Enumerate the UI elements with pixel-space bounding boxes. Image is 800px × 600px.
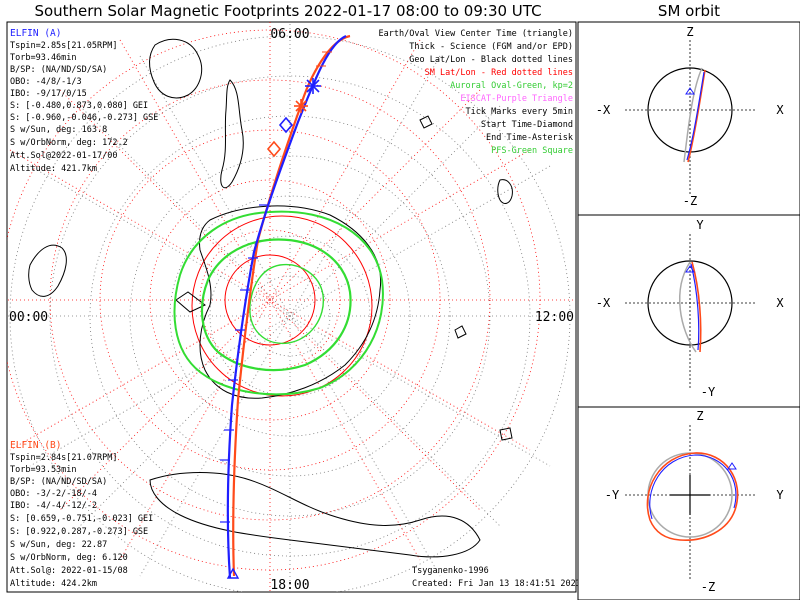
elfin-a-start-diamond: [278, 116, 294, 134]
sm-panel-xy-frame: [577, 214, 800, 408]
legend-entry: SM Lat/Lon - Red dotted lines: [425, 68, 573, 78]
legend: Earth/Oval View Center Time (triangle) T…: [379, 29, 573, 156]
auroral-oval-outer: [173, 210, 384, 396]
elfin-b-line: S w/OrbNorm, deg: 6.120: [10, 553, 128, 563]
created-timestamp: Created: Fri Jan 13 18:41:51 2023: [412, 579, 581, 589]
legend-entry: Auroral Oval-Green, kp=2: [450, 81, 573, 91]
plot-title: Southern Solar Magnetic Footprints 2022-…: [34, 2, 542, 20]
model-credit: Tsyganenko-1996: [412, 566, 489, 576]
elfin-b-line: Att.Sol@: 2022-01-15/08: [10, 566, 128, 576]
sm-pole-circle: [224, 254, 316, 346]
legend-entry: Earth/Oval View Center Time (triangle): [379, 29, 573, 39]
geo-grid: [7, 22, 576, 592]
elfin-a-line: Att.Sol@2022-01-17/00: [10, 151, 117, 161]
legend-entry: Tick Marks every 5min: [466, 107, 573, 117]
elfin-b-line: Torb=93.53min: [10, 465, 77, 475]
elfin-b-track: [232, 34, 351, 577]
elfin-b-line: S w/Sun, deg: 22.87: [10, 540, 107, 550]
legend-entry: Start Time-Diamond: [481, 120, 573, 130]
elfin-b-start-diamond: [266, 140, 282, 158]
sm-latitude-circle: [191, 215, 373, 397]
sm-panel-xy-right: X: [776, 296, 784, 310]
elfin-b-line: Altitude: 424.2km: [10, 579, 97, 589]
elfin-b-line: S: [0.922,0.287,-0.273] GSE: [10, 527, 148, 537]
auroral-oval-inner: [200, 238, 352, 372]
elfin-a-info: ELFIN (A) Tspin=2.85s[21.05RPM] Torb=93.…: [10, 28, 158, 174]
elfin-a-header: ELFIN (A): [10, 28, 61, 39]
legend-entry: PFS-Green Square: [491, 146, 573, 156]
view-center-triangle: [226, 567, 240, 579]
elfin-b-ticks: [316, 51, 332, 67]
elfin-b-line: Tspin=2.84s[21.07RPM]: [10, 453, 117, 463]
elfin-b-line: S: [0.659,-0.751,-0.023] GEI: [10, 514, 153, 524]
sm-panel-xz-bottom: -Z: [683, 194, 697, 208]
elfin-a-end-asterisk: [305, 78, 321, 94]
elfin-a-line: Torb=93.46min: [10, 53, 77, 63]
legend-entry: EISCAT-Purple Triangle: [460, 94, 573, 104]
elfin-b-line: B/SP: (NA/ND/SD/SA): [10, 477, 107, 487]
elfin-b-info: ELFIN (B) Tspin=2.84s[21.07RPM] Torb=93.…: [10, 440, 153, 589]
sm-panel-yz-left: -Y: [605, 488, 620, 502]
sm-panel-yz: Z -Z -Y Y: [605, 409, 785, 594]
sm-panel-xz: Z -Z -X X: [596, 25, 785, 208]
sm-orbit-title: SM orbit: [657, 2, 721, 20]
polar-plot-frame: [6, 21, 577, 593]
sm-grid: [7, 22, 576, 592]
mlt-label-left: 00:00: [9, 310, 48, 325]
elfin-a-line: B/SP: (NA/ND/SD/SA): [10, 65, 107, 75]
elfin-a-line: S w/Sun, deg: 163.8: [10, 125, 107, 135]
elfin-a-line: S: [-0.960,-0.046,-0.273] GSE: [10, 113, 158, 123]
elfin-b-line: OBO: -3/-2/-18/-4: [10, 489, 97, 499]
sm-panel-xz-left: -X: [596, 103, 611, 117]
sm-panel-yz-top: Z: [696, 409, 703, 423]
legend-entry: Geo Lat/Lon - Black dotted lines: [409, 55, 573, 65]
elfin-a-line: Altitude: 421.7km: [10, 164, 97, 174]
polar-plot-content: [7, 22, 576, 592]
sm-panel-xy-left: -X: [596, 296, 611, 310]
sm-panel-xz-top: Z: [686, 25, 693, 39]
mlt-label-bottom: 18:00: [270, 578, 309, 593]
sm-panel-xy: Y -Y -X X: [596, 218, 785, 399]
elfin-a-line: S: [-0.480,0.873,0.080] GEI: [10, 101, 148, 111]
sm-panel-xy-bottom: -Y: [701, 385, 716, 399]
sm-panel-yz-frame: [577, 406, 800, 600]
elfin-a-line: Tspin=2.85s[21.05RPM]: [10, 41, 117, 51]
mlt-label-top: 06:00: [270, 27, 309, 42]
elfin-b-end-asterisk: [294, 99, 308, 113]
legend-entry: Thick - Science (FGM and/or EPD): [409, 42, 573, 52]
sm-panel-xy-top: Y: [696, 218, 704, 232]
auroral-oval-core: [249, 263, 325, 345]
elfin-b-header: ELFIN (B): [10, 440, 61, 451]
elfin-a-line: IBO: -9/17/0/15: [10, 89, 87, 99]
sm-panel-yz-bottom: -Z: [701, 580, 715, 594]
sm-panel-yz-right: Y: [776, 488, 784, 502]
elfin-a-line: S w/OrbNorm, deg: 172.2: [10, 138, 128, 148]
elfin-b-line: IBO: -4/-4/-12/-2: [10, 501, 97, 511]
mlt-label-right: 12:00: [535, 310, 574, 325]
sm-panel-xz-right: X: [776, 103, 784, 117]
elfin-a-line: OBO: -4/8/-1/3: [10, 77, 82, 87]
sm-orbit-panels: Z -Z -X X Y -Y -X X: [577, 21, 800, 600]
elfin-a-track: [226, 34, 347, 579]
legend-entry: End Time-Asterisk: [486, 133, 573, 143]
elfin-a-ticks: [220, 204, 269, 523]
